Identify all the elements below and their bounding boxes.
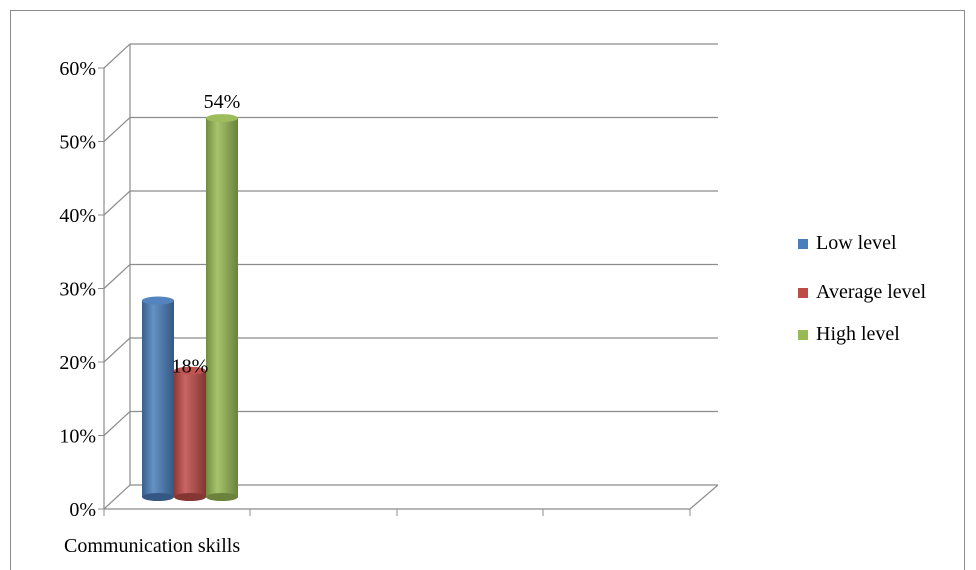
bar-base-high-level [206,493,238,501]
x-category-label: Communication skills [64,535,240,557]
axes [98,44,719,516]
x-axis-category-labels: Communication skills [64,535,240,557]
legend-swatch-high-level [798,330,808,340]
legend-swatch-average-level [798,288,808,298]
gridline-diagonal [103,411,131,436]
data-label-high-level: 54% [204,91,241,113]
legend-swatch-low-level [798,239,808,249]
bar-cap-high-level [206,114,238,123]
gridline-diagonal [103,43,131,69]
data-labels: 18% 54% [172,91,241,378]
data-label-average-level: 18% [172,356,209,378]
legend-label-low-level: Low level [816,232,897,254]
y-tick-label: 40% [59,205,96,227]
bar-base-low-level [142,493,174,501]
bar-high-level [206,118,238,497]
y-tick-label: 60% [59,58,96,80]
legend-label-high-level: High level [816,323,900,345]
bars [142,114,238,501]
y-tick-label: 30% [59,279,96,301]
gridline-diagonal [103,117,131,142]
gridline-diagonal [103,337,131,363]
bar-low-level [142,300,174,497]
legend-label-average-level: Average level [816,281,927,303]
bar-base-average-level [174,493,206,501]
gridline-diagonal [103,190,131,216]
y-tick-label: 20% [59,352,96,374]
legend: Low level Average level High level [798,232,927,345]
bar-average-level [174,370,206,497]
bar-cap-low-level [142,296,174,305]
floor-edge [689,484,719,510]
y-tick-label: 10% [59,426,96,448]
y-tick-label: 50% [59,132,96,154]
gridline-diagonal [103,484,131,510]
y-axis-tick-labels: 0% 10% 20% 30% 40% 50% 60% [59,58,96,521]
y-tick-label: 0% [69,499,96,521]
bar-cap-average-level [174,366,206,375]
gridline-diagonal [103,264,131,289]
